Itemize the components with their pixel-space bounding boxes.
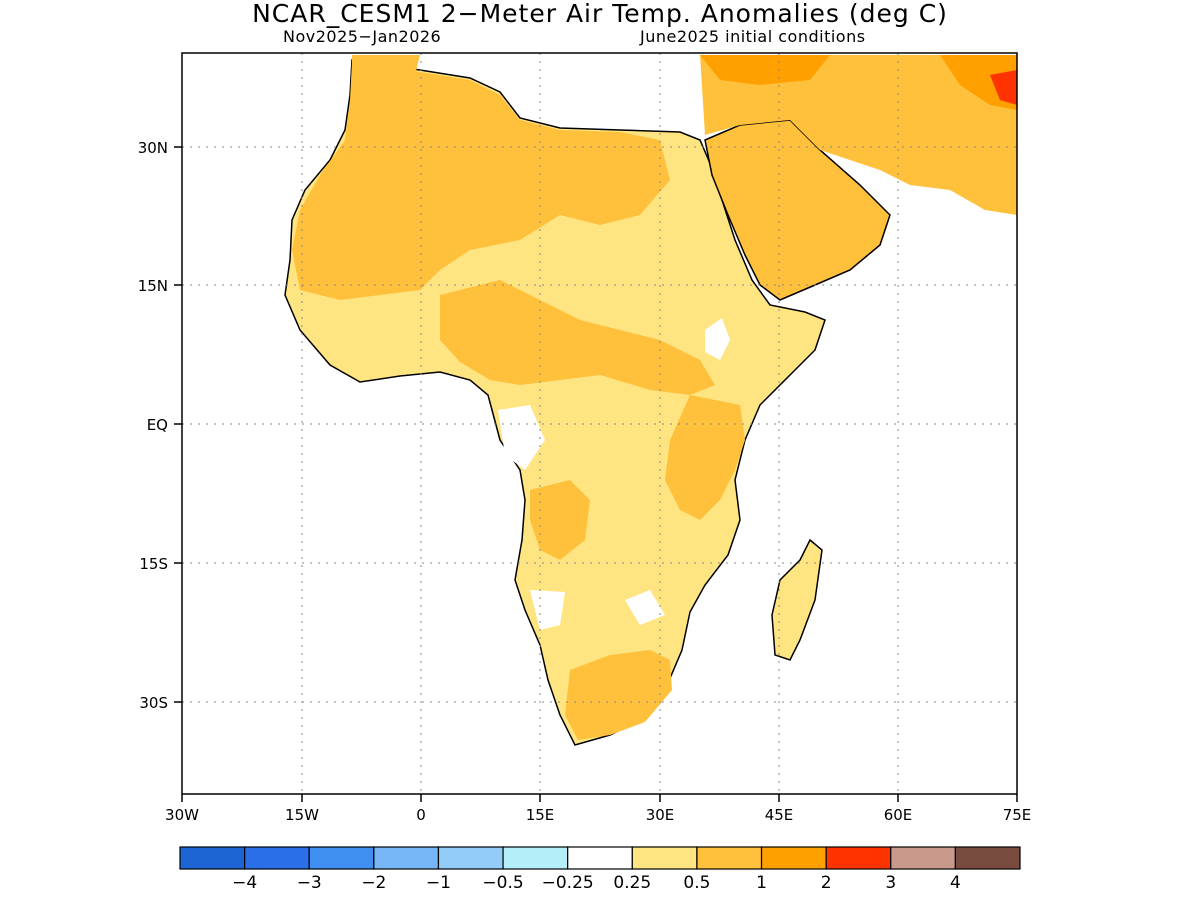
lat-tick-label: 15N	[138, 277, 168, 295]
lat-tick-label: EQ	[147, 416, 168, 434]
sahel-warm-zone	[440, 280, 715, 395]
shaded-anomalies	[284, 55, 1017, 746]
colorbar-swatch	[567, 846, 633, 870]
colorbar-label: 3	[885, 873, 896, 893]
lon-tick-label: 30E	[646, 806, 675, 824]
colorbar-label: −3	[297, 873, 322, 893]
colorbar-label: −4	[232, 873, 257, 893]
colorbar-swatch	[890, 846, 956, 870]
madagascar	[771, 538, 823, 661]
colorbar-label: 1	[756, 873, 767, 893]
colorbar-swatch	[437, 846, 504, 870]
central-warm-zone	[665, 395, 745, 520]
colorbar-label: −1	[426, 873, 451, 893]
central-asia-hot-zone	[940, 55, 1017, 110]
lat-tick-label: 15S	[139, 555, 168, 573]
lon-tick-label: 15W	[285, 806, 319, 824]
colorbar-swatch	[760, 846, 827, 870]
colorbar-labels: −4 −3 −2 −1 −0.5 −0.25 0.25 0.5 1 2 3 4	[232, 873, 961, 893]
colorbar-label: 4	[950, 873, 961, 893]
map-title: NCAR_CESM1 2−Meter Air Temp. Anomalies (…	[252, 0, 948, 28]
gridlines	[182, 53, 1017, 794]
south-africa-warm-zone	[565, 650, 672, 740]
colorbar-label: −0.25	[542, 873, 594, 893]
lon-tick-label: 75E	[1003, 806, 1032, 824]
lon-tick-label: 30W	[165, 806, 199, 824]
colorbar-label: 0.5	[683, 873, 710, 893]
tick-marks	[174, 146, 1018, 802]
colorbar-swatch	[502, 846, 569, 870]
lat-tick-label: 30S	[139, 694, 168, 712]
neutral-patch-botswana	[625, 590, 665, 625]
colorbar-label: 0.25	[613, 873, 651, 893]
forecast-period: Nov2025−Jan2026	[283, 27, 442, 46]
colorbar-label: −0.5	[482, 873, 523, 893]
neutral-patch-namibia	[530, 590, 565, 630]
anatolia-hot-zone	[700, 55, 830, 85]
lon-tick-label: 15E	[526, 806, 555, 824]
lon-tick-label: 60E	[884, 806, 913, 824]
colorbar	[179, 846, 1021, 870]
lat-tick-label: 30N	[138, 139, 168, 157]
colorbar-label: −2	[361, 873, 386, 893]
colorbar-swatch	[825, 846, 892, 870]
colorbar-label: 2	[821, 873, 832, 893]
neutral-patch-ethiopia	[705, 318, 730, 360]
colorbar-swatch	[308, 846, 375, 870]
central-asia-peak-zone	[990, 70, 1017, 105]
lon-tick-label: 0	[416, 806, 426, 824]
initial-conditions: June2025 initial conditions	[640, 27, 866, 46]
angola-warm-zone	[530, 480, 590, 560]
colorbar-swatch	[631, 846, 698, 870]
neutral-patch-gabon	[498, 405, 545, 470]
colorbar-swatch	[179, 846, 246, 870]
sahara-warm-zone	[292, 62, 670, 300]
colorbar-swatch	[244, 846, 310, 870]
colorbar-swatch	[696, 846, 763, 870]
colorbar-swatch	[954, 846, 1021, 870]
europe-strip	[352, 55, 420, 78]
colorbar-swatch	[373, 846, 440, 870]
lon-tick-label: 45E	[765, 806, 794, 824]
